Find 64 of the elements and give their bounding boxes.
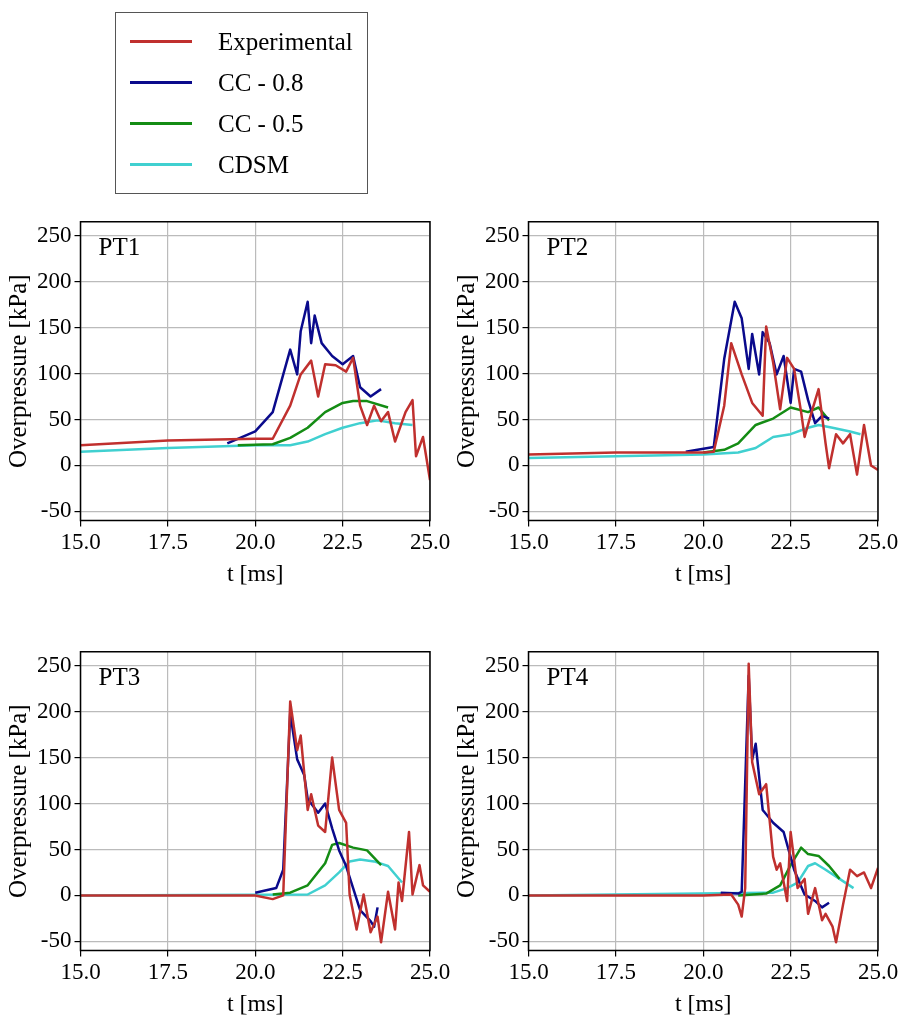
x-axis-title: t [ms] — [674, 989, 732, 1016]
y-tick-label: 100 — [485, 789, 520, 815]
x-axis-title: t [ms] — [674, 559, 732, 586]
y-tick-label: 200 — [485, 267, 520, 293]
y-tick-label: 50 — [496, 835, 520, 861]
y-axis-title: Overpressure [kPa] — [3, 274, 31, 469]
x-tick-label: 15.0 — [508, 529, 549, 555]
x-tick-label: 22.5 — [770, 959, 811, 985]
y-tick-label: -50 — [488, 497, 520, 523]
y-tick-label: 250 — [485, 651, 520, 677]
y-tick-label: 250 — [37, 221, 72, 247]
y-tick-label: 150 — [37, 313, 72, 339]
y-tick-label: 50 — [48, 405, 72, 431]
y-tick-label: 200 — [37, 697, 72, 723]
x-tick-label: 20.0 — [683, 959, 724, 985]
x-axis-title: t [ms] — [226, 989, 284, 1016]
y-tick-label: 200 — [37, 267, 72, 293]
y-axis-title: Overpressure [kPa] — [451, 704, 479, 899]
legend-label: Experimental — [218, 27, 353, 56]
y-tick-label: 200 — [485, 697, 520, 723]
chart-title: PT4 — [546, 662, 589, 690]
y-tick-label: 150 — [485, 313, 520, 339]
y-tick-label: 250 — [37, 651, 72, 677]
chart-title: PT2 — [546, 232, 589, 260]
x-tick-label: 17.5 — [595, 529, 636, 555]
y-tick-label: 100 — [485, 359, 520, 385]
chart-title: PT3 — [98, 662, 141, 690]
y-tick-label: -50 — [40, 497, 72, 523]
x-tick-label: 25.0 — [409, 529, 451, 555]
x-tick-label: 17.5 — [595, 959, 636, 985]
x-tick-label: 20.0 — [683, 529, 724, 555]
y-tick-label: 50 — [496, 405, 520, 431]
y-tick-label: 150 — [485, 743, 520, 769]
x-tick-label: 25.0 — [409, 959, 451, 985]
x-tick-label: 17.5 — [147, 959, 188, 985]
x-tick-label: 15.0 — [60, 959, 101, 985]
x-tick-label: 22.5 — [322, 529, 363, 555]
legend-label: CC - 0.5 — [218, 109, 304, 138]
y-tick-label: 250 — [485, 221, 520, 247]
y-tick-label: 150 — [37, 743, 72, 769]
y-axis-title: Overpressure [kPa] — [451, 274, 479, 469]
x-tick-label: 25.0 — [857, 959, 899, 985]
x-tick-label: 15.0 — [508, 959, 549, 985]
y-tick-label: 0 — [508, 451, 520, 477]
y-tick-label: -50 — [40, 927, 72, 953]
y-tick-label: 50 — [48, 835, 72, 861]
legend-label: CDSM — [218, 150, 289, 179]
x-tick-label: 22.5 — [322, 959, 363, 985]
y-axis-title: Overpressure [kPa] — [3, 704, 31, 899]
x-tick-label: 20.0 — [235, 959, 276, 985]
x-axis-title: t [ms] — [226, 559, 284, 586]
y-tick-label: 100 — [37, 789, 72, 815]
y-tick-label: -50 — [488, 927, 520, 953]
x-tick-label: 15.0 — [60, 529, 101, 555]
x-tick-label: 25.0 — [857, 529, 899, 555]
x-tick-label: 20.0 — [235, 529, 276, 555]
x-tick-label: 17.5 — [147, 529, 188, 555]
y-tick-label: 0 — [60, 881, 72, 907]
y-tick-label: 0 — [508, 881, 520, 907]
x-tick-label: 22.5 — [770, 529, 811, 555]
y-tick-label: 0 — [60, 451, 72, 477]
chart-title: PT1 — [98, 232, 141, 260]
y-tick-label: 100 — [37, 359, 72, 385]
legend-label: CC - 0.8 — [218, 68, 304, 97]
